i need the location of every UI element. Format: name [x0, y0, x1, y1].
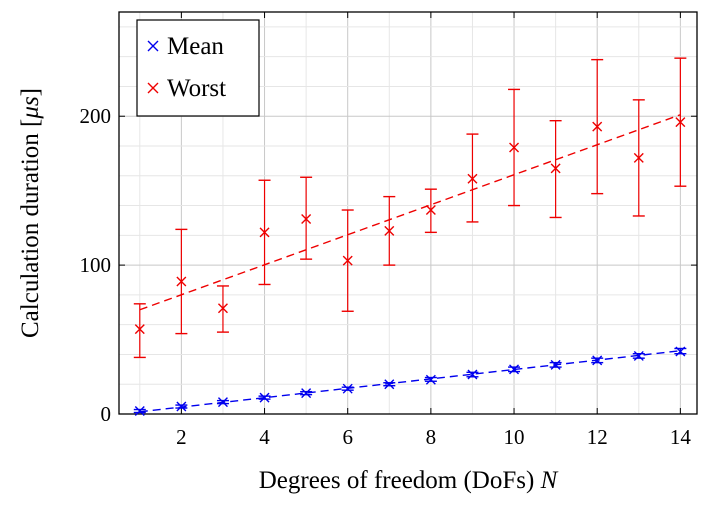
x-tick-label: 4: [259, 425, 270, 449]
data-point: [301, 213, 312, 224]
data-point: [176, 276, 187, 287]
y-tick-label: 100: [80, 253, 112, 277]
plot-frame: [118, 11, 698, 415]
legend: Mean Worst: [136, 19, 260, 117]
trend-line: [139, 114, 681, 311]
series-layer: [133, 57, 687, 417]
data-point: [134, 324, 145, 335]
x-tick-label: 2: [176, 425, 187, 449]
data-point: [217, 303, 228, 314]
data-point: [675, 117, 686, 128]
data-point: [425, 374, 436, 385]
data-point: [675, 346, 686, 357]
data-point: [550, 359, 561, 370]
data-point: [342, 383, 353, 394]
data-point: [259, 392, 270, 403]
x-tick-label: 10: [504, 425, 525, 449]
legend-marker-mean: [147, 40, 159, 52]
data-point: [217, 397, 228, 408]
data-point: [592, 355, 603, 366]
x-tick-label: 8: [426, 425, 437, 449]
data-point: [176, 401, 187, 412]
series-worst: [133, 57, 687, 359]
data-point: [467, 369, 478, 380]
data-point: [425, 205, 436, 216]
data-point: [259, 227, 270, 238]
y-axis-label: Calculation duration [μs]: [17, 88, 44, 338]
series-mean: [133, 346, 687, 417]
data-point: [550, 163, 561, 174]
data-point: [633, 152, 644, 163]
data-point: [509, 364, 520, 375]
data-point: [342, 255, 353, 266]
data-point: [384, 225, 395, 236]
y-tick-label: 200: [80, 104, 112, 128]
legend-marker-worst: [147, 82, 159, 94]
y-tick-label: 0: [101, 402, 112, 426]
data-point: [301, 388, 312, 399]
data-point: [134, 406, 145, 417]
data-point: [384, 379, 395, 390]
x-tick-label: 6: [342, 425, 353, 449]
x-axis-ticks: 2 4 6 8 10 12 14: [176, 12, 691, 449]
data-point: [592, 121, 603, 132]
y-axis-ticks: 0 100 200: [80, 104, 697, 426]
x-axis-label: Degrees of freedom (DoFs) N: [259, 467, 559, 494]
data-point: [509, 142, 520, 153]
data-point: [633, 350, 644, 361]
data-point: [467, 173, 478, 184]
x-tick-label: 12: [587, 425, 608, 449]
legend-label-worst: Worst: [167, 75, 226, 102]
plot-border: [118, 11, 698, 415]
legend-label-mean: Mean: [167, 33, 224, 60]
legend-box: [136, 19, 260, 117]
trend-line: [139, 350, 681, 413]
x-tick-label: 14: [670, 425, 692, 449]
